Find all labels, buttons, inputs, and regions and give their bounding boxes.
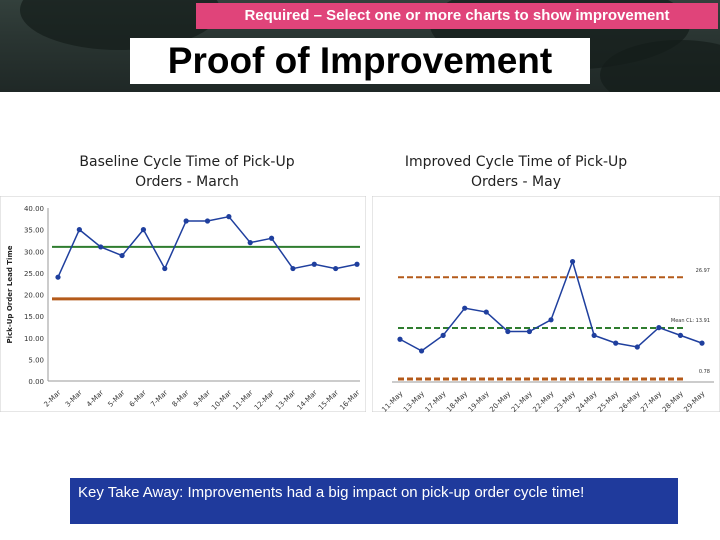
data-point: [204, 218, 211, 224]
data-point: [483, 309, 489, 315]
y-tick-label: 5.00: [28, 356, 44, 364]
y-tick-label: 25.00: [24, 270, 44, 278]
y-tick-label: 10.00: [24, 335, 44, 343]
data-point: [699, 340, 705, 346]
data-point: [656, 325, 662, 331]
key-takeaway-box: Key Take Away: Improvements had a big im…: [70, 478, 678, 524]
data-point: [505, 328, 511, 335]
data-point: [247, 240, 253, 246]
data-point: [140, 227, 147, 233]
data-point: [354, 261, 360, 267]
data-point: [677, 332, 684, 338]
data-point: [55, 274, 61, 280]
data-point: [569, 258, 576, 265]
data-point: [333, 265, 339, 272]
data-point: [591, 332, 597, 338]
data-point: [119, 252, 125, 259]
data-point: [183, 218, 189, 224]
lcl-value-label: 0.78: [699, 369, 710, 375]
mean-value-label: Mean CL: 13.91: [671, 318, 710, 324]
chart-frame: [372, 196, 720, 412]
data-point: [268, 235, 275, 241]
y-tick-label: 35.00: [24, 227, 44, 235]
data-point: [548, 317, 554, 323]
data-point: [634, 344, 640, 350]
y-tick-label: 15.00: [24, 313, 44, 321]
data-point: [76, 227, 82, 233]
data-point: [397, 336, 403, 342]
y-tick-label: 0.00: [28, 378, 44, 386]
required-banner: Required – Select one or more charts to …: [196, 3, 718, 29]
y-tick-label: 40.00: [24, 205, 44, 213]
y-axis-label: Pick-Up Order Lead Time: [6, 245, 14, 343]
chart-title-improved: Improved Cycle Time of Pick-Up Orders - …: [404, 154, 628, 190]
chart-frame: [0, 196, 366, 412]
data-point: [162, 265, 168, 272]
data-point: [440, 332, 446, 338]
data-point: [311, 261, 317, 267]
data-point: [526, 328, 533, 335]
data-point: [418, 348, 425, 354]
ucl-value-label: 26.97: [696, 268, 710, 274]
slide-title: Proof of Improvement: [130, 38, 590, 84]
data-point: [98, 244, 104, 250]
baseline-control-chart: 0.00 5.00 10.00 15.00 20.00 25.00 30.00 35.00 40…: [0, 196, 366, 412]
y-tick-label: 30.00: [24, 248, 44, 256]
chart-title-baseline: Baseline Cycle Time of Pick-Up Orders - …: [79, 154, 295, 190]
data-point: [462, 305, 468, 311]
y-tick-label: 20.00: [24, 292, 44, 300]
data-point: [613, 340, 619, 346]
data-point: [290, 265, 296, 272]
data-point: [226, 214, 232, 220]
